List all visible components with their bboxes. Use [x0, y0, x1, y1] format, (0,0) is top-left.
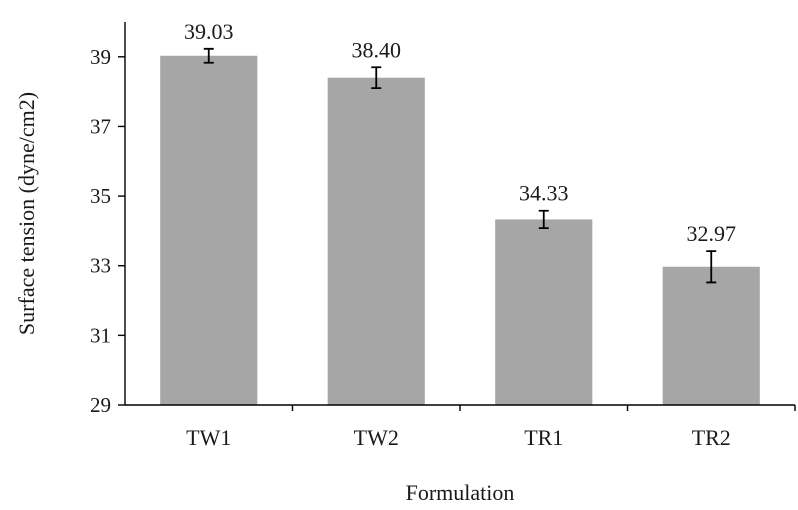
error-bars-group — [203, 47, 717, 284]
x-category-label: TR2 — [692, 425, 731, 450]
y-tick-label: 37 — [90, 114, 111, 138]
y-tick-label: 29 — [90, 393, 111, 417]
data-label-tw1: 39.03 — [184, 19, 234, 44]
x-category-label: TW1 — [186, 425, 231, 450]
error-bar-tw2 — [371, 66, 382, 90]
y-tick-label: 35 — [90, 184, 111, 208]
y-ticks-group: 29 31 33 35 37 39 — [90, 45, 125, 417]
x-labels-group: TW1 TW2 TR1 TR2 — [186, 405, 796, 450]
x-category-label: TW2 — [354, 425, 399, 450]
error-bar-tr1 — [538, 209, 549, 230]
y-tick-label: 33 — [90, 254, 111, 278]
x-axis-title: Formulation — [406, 480, 515, 505]
bar-tr1 — [495, 219, 593, 405]
bar-tw1 — [160, 55, 258, 406]
error-bar-tw1 — [203, 47, 214, 64]
y-tick-label: 39 — [90, 45, 111, 69]
data-labels-group: 39.03 38.40 34.33 32.97 — [184, 19, 736, 246]
y-axis-title: Surface tension (dyne/cm2) — [14, 92, 39, 335]
data-label-tr2: 32.97 — [687, 221, 737, 246]
error-bar-tr2 — [706, 250, 717, 284]
bars-group — [160, 55, 760, 406]
data-label-tr1: 34.33 — [519, 181, 569, 206]
bar-tr2 — [662, 266, 760, 405]
x-category-label: TR1 — [524, 425, 563, 450]
data-label-tw2: 38.40 — [352, 37, 402, 62]
bar-tw2 — [327, 77, 425, 405]
y-tick-label: 31 — [90, 323, 111, 347]
